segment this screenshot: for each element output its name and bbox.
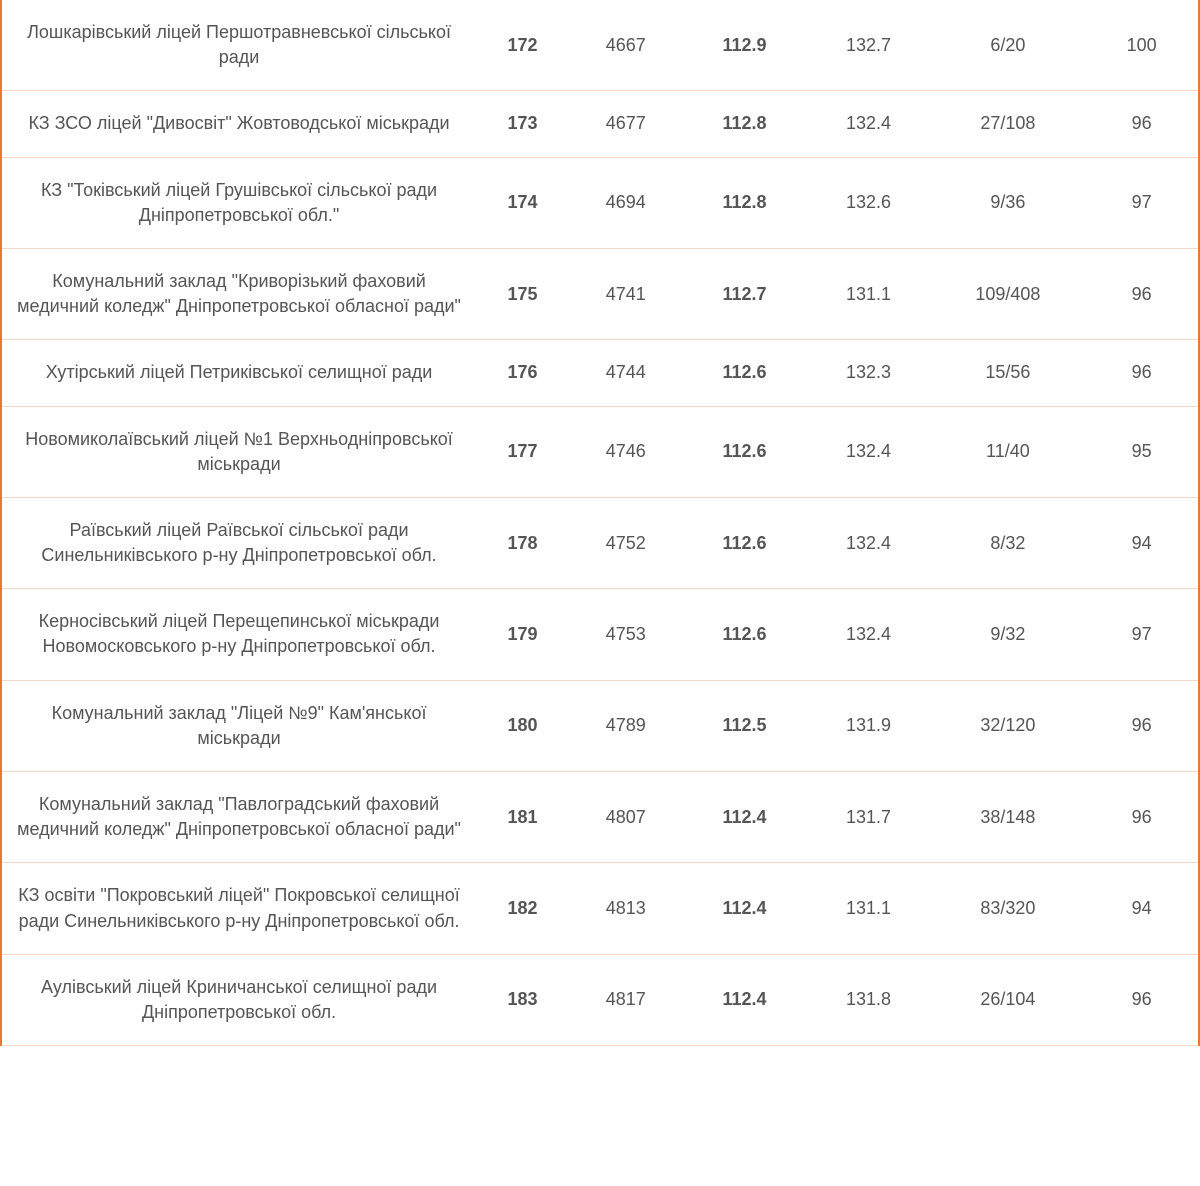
school-name-cell: Новомиколаївський ліцей №1 Верхньодніпро… — [1, 406, 476, 497]
code-cell: 4744 — [569, 340, 683, 406]
percentage-cell: 95 — [1085, 406, 1199, 497]
table-row: КЗ "Токівський ліцей Грушівської сільськ… — [1, 157, 1199, 248]
percentage-cell: 96 — [1085, 91, 1199, 157]
school-name-cell: КЗ освіти "Покровський ліцей" Покровсько… — [1, 863, 476, 954]
percentage-cell: 96 — [1085, 680, 1199, 771]
table-row: Раївський ліцей Раївської сільської ради… — [1, 497, 1199, 588]
rank-cell: 173 — [476, 91, 569, 157]
score2-cell: 131.9 — [807, 680, 931, 771]
code-cell: 4753 — [569, 589, 683, 680]
ratio-cell: 26/104 — [930, 954, 1085, 1045]
schools-ranking-table: Лошкарівський ліцей Першотравневської сі… — [0, 0, 1200, 1046]
code-cell: 4789 — [569, 680, 683, 771]
score1-cell: 112.8 — [683, 91, 807, 157]
code-cell: 4813 — [569, 863, 683, 954]
school-name-cell: КЗ ЗСО ліцей "Дивосвіт" Жовтоводської мі… — [1, 91, 476, 157]
score1-cell: 112.6 — [683, 406, 807, 497]
score2-cell: 132.4 — [807, 91, 931, 157]
school-name-cell: Комунальний заклад "Павлоградський фахов… — [1, 772, 476, 863]
school-name-cell: КЗ "Токівський ліцей Грушівської сільськ… — [1, 157, 476, 248]
percentage-cell: 100 — [1085, 0, 1199, 91]
table-row: Комунальний заклад "Павлоградський фахов… — [1, 772, 1199, 863]
school-name-cell: Хутірський ліцей Петриківської селищної … — [1, 340, 476, 406]
rank-cell: 176 — [476, 340, 569, 406]
code-cell: 4667 — [569, 0, 683, 91]
percentage-cell: 96 — [1085, 248, 1199, 339]
school-name-cell: Раївський ліцей Раївської сільської ради… — [1, 497, 476, 588]
ratio-cell: 6/20 — [930, 0, 1085, 91]
score2-cell: 131.8 — [807, 954, 931, 1045]
score1-cell: 112.4 — [683, 863, 807, 954]
score2-cell: 132.7 — [807, 0, 931, 91]
table-row: Керносівський ліцей Перещепинської міськ… — [1, 589, 1199, 680]
score2-cell: 132.4 — [807, 406, 931, 497]
score2-cell: 132.3 — [807, 340, 931, 406]
score1-cell: 112.7 — [683, 248, 807, 339]
table-row: КЗ ЗСО ліцей "Дивосвіт" Жовтоводської мі… — [1, 91, 1199, 157]
table-row: Комунальний заклад "Криворізький фаховий… — [1, 248, 1199, 339]
score2-cell: 132.4 — [807, 589, 931, 680]
percentage-cell: 94 — [1085, 497, 1199, 588]
percentage-cell: 96 — [1085, 954, 1199, 1045]
percentage-cell: 94 — [1085, 863, 1199, 954]
ratio-cell: 11/40 — [930, 406, 1085, 497]
rank-cell: 178 — [476, 497, 569, 588]
ratio-cell: 15/56 — [930, 340, 1085, 406]
score1-cell: 112.4 — [683, 772, 807, 863]
score1-cell: 112.5 — [683, 680, 807, 771]
code-cell: 4741 — [569, 248, 683, 339]
ratio-cell: 27/108 — [930, 91, 1085, 157]
ratio-cell: 9/36 — [930, 157, 1085, 248]
code-cell: 4817 — [569, 954, 683, 1045]
rank-cell: 179 — [476, 589, 569, 680]
school-name-cell: Комунальний заклад "Ліцей №9" Кам'янсько… — [1, 680, 476, 771]
school-name-cell: Лошкарівський ліцей Першотравневської сі… — [1, 0, 476, 91]
rank-cell: 174 — [476, 157, 569, 248]
code-cell: 4807 — [569, 772, 683, 863]
score2-cell: 131.1 — [807, 863, 931, 954]
score1-cell: 112.6 — [683, 589, 807, 680]
rank-cell: 181 — [476, 772, 569, 863]
score2-cell: 132.4 — [807, 497, 931, 588]
code-cell: 4746 — [569, 406, 683, 497]
code-cell: 4752 — [569, 497, 683, 588]
table-body: Лошкарівський ліцей Першотравневської сі… — [1, 0, 1199, 1046]
ratio-cell: 109/408 — [930, 248, 1085, 339]
rank-cell: 182 — [476, 863, 569, 954]
table-row: КЗ освіти "Покровський ліцей" Покровсько… — [1, 863, 1199, 954]
score2-cell: 131.1 — [807, 248, 931, 339]
ratio-cell: 9/32 — [930, 589, 1085, 680]
table-row: Лошкарівський ліцей Першотравневської сі… — [1, 0, 1199, 91]
school-name-cell: Аулівський ліцей Криничанської селищної … — [1, 954, 476, 1045]
score2-cell: 131.7 — [807, 772, 931, 863]
table-row: Аулівський ліцей Криничанської селищної … — [1, 954, 1199, 1045]
percentage-cell: 97 — [1085, 157, 1199, 248]
table-row: Хутірський ліцей Петриківської селищної … — [1, 340, 1199, 406]
table-row: Комунальний заклад "Ліцей №9" Кам'янсько… — [1, 680, 1199, 771]
percentage-cell: 97 — [1085, 589, 1199, 680]
score1-cell: 112.6 — [683, 497, 807, 588]
table-row: Новомиколаївський ліцей №1 Верхньодніпро… — [1, 406, 1199, 497]
code-cell: 4694 — [569, 157, 683, 248]
ratio-cell: 8/32 — [930, 497, 1085, 588]
rank-cell: 172 — [476, 0, 569, 91]
code-cell: 4677 — [569, 91, 683, 157]
score1-cell: 112.6 — [683, 340, 807, 406]
ratio-cell: 38/148 — [930, 772, 1085, 863]
rank-cell: 180 — [476, 680, 569, 771]
rank-cell: 177 — [476, 406, 569, 497]
percentage-cell: 96 — [1085, 772, 1199, 863]
rank-cell: 183 — [476, 954, 569, 1045]
score1-cell: 112.9 — [683, 0, 807, 91]
score1-cell: 112.4 — [683, 954, 807, 1045]
rank-cell: 175 — [476, 248, 569, 339]
school-name-cell: Комунальний заклад "Криворізький фаховий… — [1, 248, 476, 339]
score1-cell: 112.8 — [683, 157, 807, 248]
percentage-cell: 96 — [1085, 340, 1199, 406]
school-name-cell: Керносівський ліцей Перещепинської міськ… — [1, 589, 476, 680]
ratio-cell: 83/320 — [930, 863, 1085, 954]
score2-cell: 132.6 — [807, 157, 931, 248]
ratio-cell: 32/120 — [930, 680, 1085, 771]
